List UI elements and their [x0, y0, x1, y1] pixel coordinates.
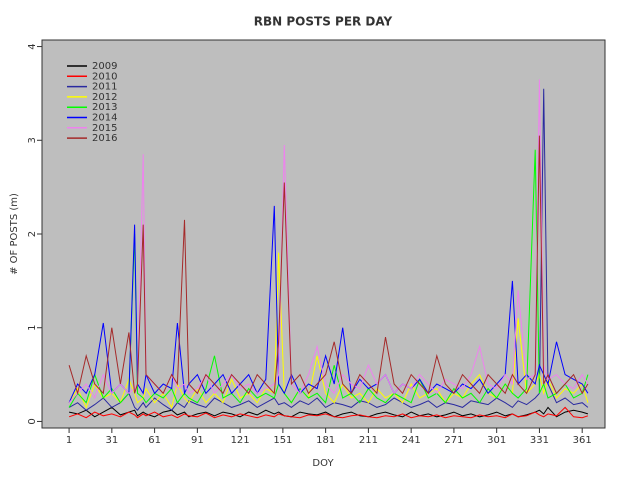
y-tick-label: 4	[27, 43, 38, 49]
x-tick-label: 331	[530, 435, 549, 446]
legend-label: 2010	[92, 71, 117, 82]
series-line	[68, 205, 589, 403]
x-tick-label: 151	[273, 435, 292, 446]
legend-label: 2013	[92, 102, 117, 113]
legend-label: 2012	[92, 92, 117, 103]
x-tick-label: 31	[105, 435, 118, 446]
legend-label: 2014	[92, 113, 117, 124]
y-tick-label: 3	[27, 137, 38, 143]
chart-title: RBN POSTS PER DAY	[254, 15, 393, 29]
x-tick-label: 211	[359, 435, 378, 446]
plot-area	[41, 39, 606, 429]
legend-label: 2016	[92, 133, 117, 144]
x-tick-label: 181	[316, 435, 335, 446]
y-tick-label: 2	[27, 231, 38, 237]
legend-label: 2009	[92, 61, 117, 72]
series-line	[68, 149, 589, 408]
series-line	[68, 135, 589, 396]
x-tick-label: 61	[148, 435, 161, 446]
y-axis-label: # OF POSTS (m)	[9, 193, 20, 275]
x-tick-label: 271	[444, 435, 463, 446]
x-tick-label: 121	[231, 435, 250, 446]
x-tick-label: 301	[487, 435, 506, 446]
series-line	[68, 406, 589, 419]
legend-label: 2015	[92, 123, 117, 134]
x-axis-label: DOY	[312, 458, 334, 469]
legend-label: 2011	[92, 82, 117, 93]
x-tick-label: 361	[573, 435, 592, 446]
y-tick-label: 0	[27, 418, 38, 424]
x-tick-label: 241	[402, 435, 421, 446]
x-tick-label: 91	[191, 435, 204, 446]
y-tick-label: 1	[27, 325, 38, 331]
x-tick-label: 1	[66, 435, 72, 446]
series-line	[68, 88, 589, 411]
